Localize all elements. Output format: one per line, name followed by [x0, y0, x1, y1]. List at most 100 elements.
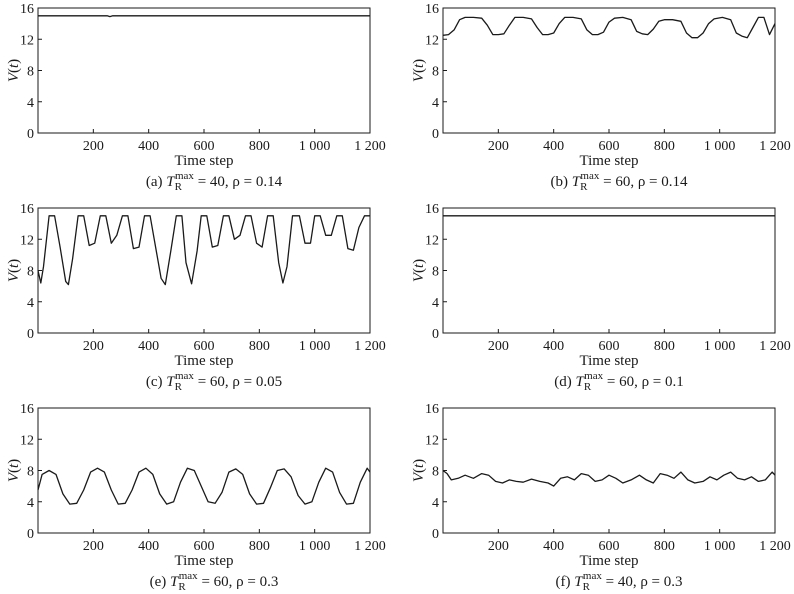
plot-frame-b	[442, 7, 776, 134]
x-tick-label-a-0: 200	[83, 139, 104, 154]
series-line-f-0	[442, 469, 776, 487]
x-tick-label-c-4: 1 000	[299, 339, 331, 354]
panel-f: 0 4 8 12 16 200 400 600 800 1 000 1 200 Time step V(…	[411, 402, 791, 593]
panel-d: 0 4 8 12 16 200 400 600 800 1 000 1 200 Time step V(…	[411, 202, 791, 393]
caption-a: (a) TRmax = 40, ρ = 0.14	[146, 170, 283, 193]
x-tick-label-b-4: 1 000	[704, 139, 736, 154]
plot-frame-f	[442, 407, 776, 534]
y-tick-label-d-0: 0	[432, 327, 439, 342]
x-tick-label-c-1: 400	[138, 339, 159, 354]
x-tick-label-d-3: 800	[654, 339, 675, 354]
x-tick-label-f-5: 1 200	[759, 539, 791, 554]
y-tick-label-c-1: 4	[27, 296, 34, 311]
y-tick-label-d-2: 8	[432, 265, 439, 280]
plot-frame-d	[442, 207, 776, 334]
x-tick-label-a-4: 1 000	[299, 139, 331, 154]
x-tick-label-e-4: 1 000	[299, 539, 331, 554]
x-tick-label-a-3: 800	[249, 139, 270, 154]
caption-f: (f) TRmax = 40, ρ = 0.3	[555, 570, 682, 593]
x-tick-label-a-2: 600	[194, 139, 215, 154]
y-tick-label-a-0: 0	[27, 127, 34, 142]
x-tick-label-f-1: 400	[543, 539, 564, 554]
y-tick-label-f-1: 4	[432, 496, 439, 511]
plot-frame-c	[37, 207, 371, 334]
y-axis-label-c: V(t)	[6, 259, 22, 282]
y-axis-label-d: V(t)	[411, 259, 427, 282]
y-tick-label-a-2: 8	[27, 65, 34, 80]
x-tick-label-e-5: 1 200	[354, 539, 386, 554]
x-tick-label-e-2: 600	[194, 539, 215, 554]
x-tick-label-e-0: 200	[83, 539, 104, 554]
x-tick-label-b-5: 1 200	[759, 139, 791, 154]
y-tick-label-f-3: 12	[425, 433, 439, 448]
x-tick-label-c-0: 200	[83, 339, 104, 354]
y-tick-label-b-2: 8	[432, 65, 439, 80]
x-tick-label-c-5: 1 200	[354, 339, 386, 354]
y-tick-label-a-4: 16	[20, 2, 34, 17]
y-tick-label-d-4: 16	[425, 202, 439, 217]
x-tick-label-b-2: 600	[599, 139, 620, 154]
y-tick-label-c-4: 16	[20, 202, 34, 217]
y-tick-label-d-1: 4	[432, 296, 439, 311]
y-tick-label-b-0: 0	[432, 127, 439, 142]
x-tick-label-f-3: 800	[654, 539, 675, 554]
panel-e: 0 4 8 12 16 200 400 600 800 1 000 1 200 Time step V(…	[6, 402, 386, 593]
y-tick-label-e-3: 12	[20, 433, 34, 448]
plot-frame-e	[37, 407, 371, 534]
x-axis-label-a: Time step	[174, 153, 233, 169]
y-tick-label-f-0: 0	[432, 527, 439, 542]
y-tick-label-e-2: 8	[27, 465, 34, 480]
x-tick-label-d-4: 1 000	[704, 339, 736, 354]
series-line-b-0	[442, 16, 776, 39]
y-tick-label-f-2: 8	[432, 465, 439, 480]
x-tick-label-e-3: 800	[249, 539, 270, 554]
x-tick-label-c-2: 600	[194, 339, 215, 354]
x-tick-label-f-2: 600	[599, 539, 620, 554]
y-tick-label-f-4: 16	[425, 402, 439, 417]
x-tick-label-c-3: 800	[249, 339, 270, 354]
panel-a: 0 4 8 12 16 200 400 600 800 1 000 1 200 Time step V(…	[6, 2, 386, 193]
y-tick-label-b-1: 4	[432, 96, 439, 111]
y-axis-label-a: V(t)	[6, 59, 22, 82]
series-line-c-0	[37, 215, 370, 286]
caption-d: (d) TRmax = 60, ρ = 0.1	[554, 370, 684, 393]
caption-c: (c) TRmax = 60, ρ = 0.05	[146, 370, 282, 393]
x-tick-label-a-1: 400	[138, 139, 159, 154]
x-tick-label-b-1: 400	[543, 139, 564, 154]
x-tick-label-f-0: 200	[488, 539, 509, 554]
x-tick-label-b-0: 200	[488, 139, 509, 154]
x-tick-label-b-3: 800	[654, 139, 675, 154]
series-line-a-0	[38, 15, 370, 18]
series-line-e-0	[37, 467, 371, 505]
y-tick-label-d-3: 12	[425, 233, 439, 248]
y-tick-label-b-4: 16	[425, 2, 439, 17]
y-axis-label-f: V(t)	[411, 459, 427, 482]
y-tick-label-a-1: 4	[27, 96, 34, 111]
panel-b: 0 4 8 12 16 200 400 600 800 1 000 1 200 Time step V(…	[411, 2, 791, 193]
x-tick-label-e-1: 400	[138, 539, 159, 554]
y-tick-label-a-3: 12	[20, 33, 34, 48]
x-tick-label-d-2: 600	[599, 339, 620, 354]
y-tick-label-c-3: 12	[20, 233, 34, 248]
y-tick-label-e-4: 16	[20, 402, 34, 417]
x-tick-label-d-5: 1 200	[759, 339, 791, 354]
y-tick-label-c-2: 8	[27, 265, 34, 280]
y-tick-label-e-0: 0	[27, 527, 34, 542]
x-tick-label-f-4: 1 000	[704, 539, 736, 554]
caption-e: (e) TRmax = 60, ρ = 0.3	[150, 570, 279, 593]
x-tick-label-d-0: 200	[488, 339, 509, 354]
plot-frame-a	[37, 7, 371, 134]
y-axis-label-e: V(t)	[6, 459, 22, 482]
x-axis-label-d: Time step	[579, 353, 638, 369]
y-tick-label-b-3: 12	[425, 33, 439, 48]
x-axis-label-f: Time step	[579, 553, 638, 569]
x-tick-label-d-1: 400	[543, 339, 564, 354]
x-axis-label-e: Time step	[174, 553, 233, 569]
x-axis-label-b: Time step	[579, 153, 638, 169]
x-tick-label-a-5: 1 200	[354, 139, 386, 154]
caption-b: (b) TRmax = 60, ρ = 0.14	[550, 170, 688, 193]
y-axis-label-b: V(t)	[411, 59, 427, 82]
panel-c: 0 4 8 12 16 200 400 600 800 1 000 1 200 Time step V(…	[6, 202, 386, 393]
x-axis-label-c: Time step	[174, 353, 233, 369]
